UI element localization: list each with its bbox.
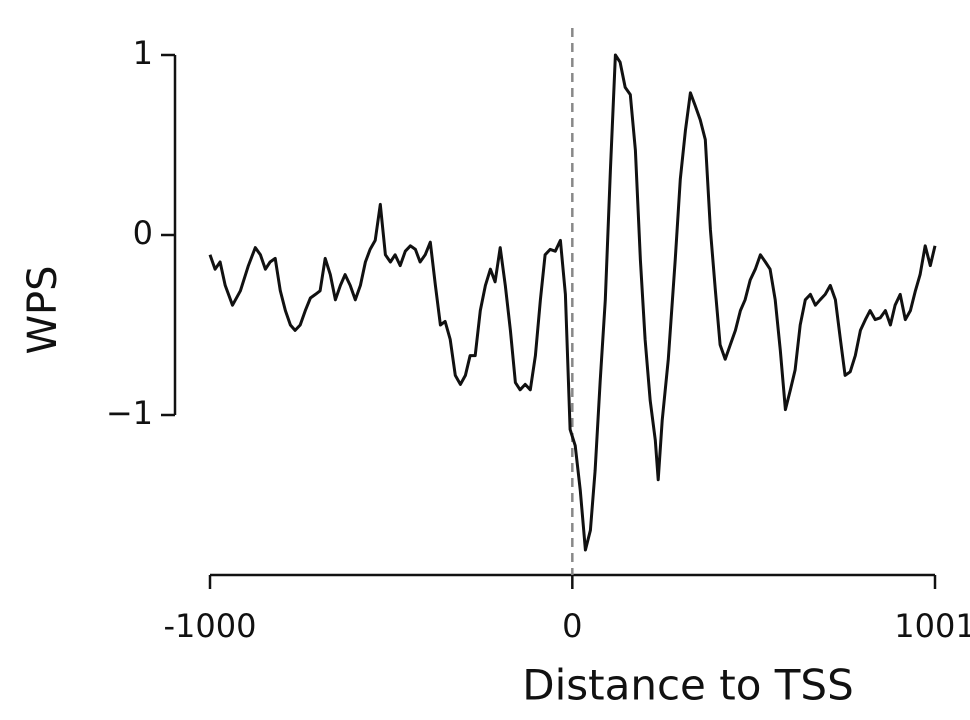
x-tick-label: -1000 [164, 607, 257, 645]
y-axis-title: WPS [20, 265, 66, 354]
y-tick-label: 0 [133, 214, 153, 252]
y-tick-label: −1 [106, 394, 153, 432]
data-line [208, 53, 937, 552]
x-tick-label: 0 [562, 607, 582, 645]
y-tick-label: 1 [133, 34, 153, 72]
x-axis-title: Distance to TSS [522, 661, 854, 710]
x-tick-label: 1001 [894, 607, 970, 645]
